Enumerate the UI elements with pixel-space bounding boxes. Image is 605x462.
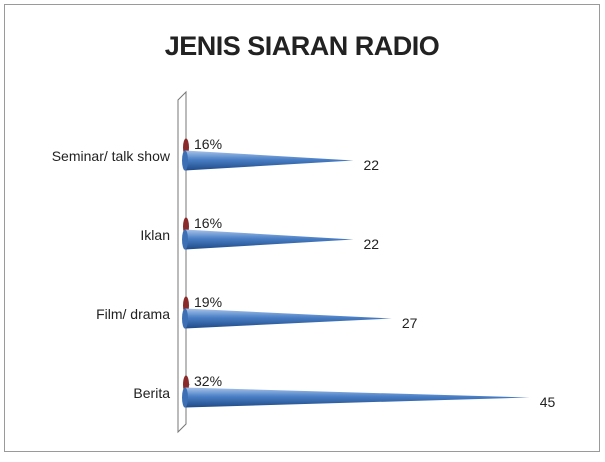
data-label: 22 (364, 236, 380, 252)
cone (185, 229, 354, 250)
data-label: 16% (194, 215, 222, 231)
data-label: 19% (194, 294, 222, 310)
cone-base (182, 387, 188, 408)
data-label: 27 (402, 315, 418, 331)
cone (185, 308, 392, 329)
y-tick-label: Film/ drama (96, 306, 170, 322)
cone (185, 150, 354, 171)
data-label: 16% (194, 136, 222, 152)
back-wall (177, 90, 187, 434)
data-label: 32% (194, 373, 222, 389)
y-tick-label: Iklan (140, 227, 170, 243)
cone-base (182, 229, 188, 250)
cone-base (182, 308, 188, 329)
y-tick-label: Berita (133, 385, 170, 401)
cone-base (182, 150, 188, 171)
data-label: 45 (540, 394, 556, 410)
y-tick-label: Seminar/ talk show (52, 148, 171, 164)
data-label: 22 (364, 157, 380, 173)
cone (185, 387, 530, 408)
chart-border (4, 4, 600, 452)
chart-title: JENIS SIARAN RADIO (165, 31, 440, 61)
